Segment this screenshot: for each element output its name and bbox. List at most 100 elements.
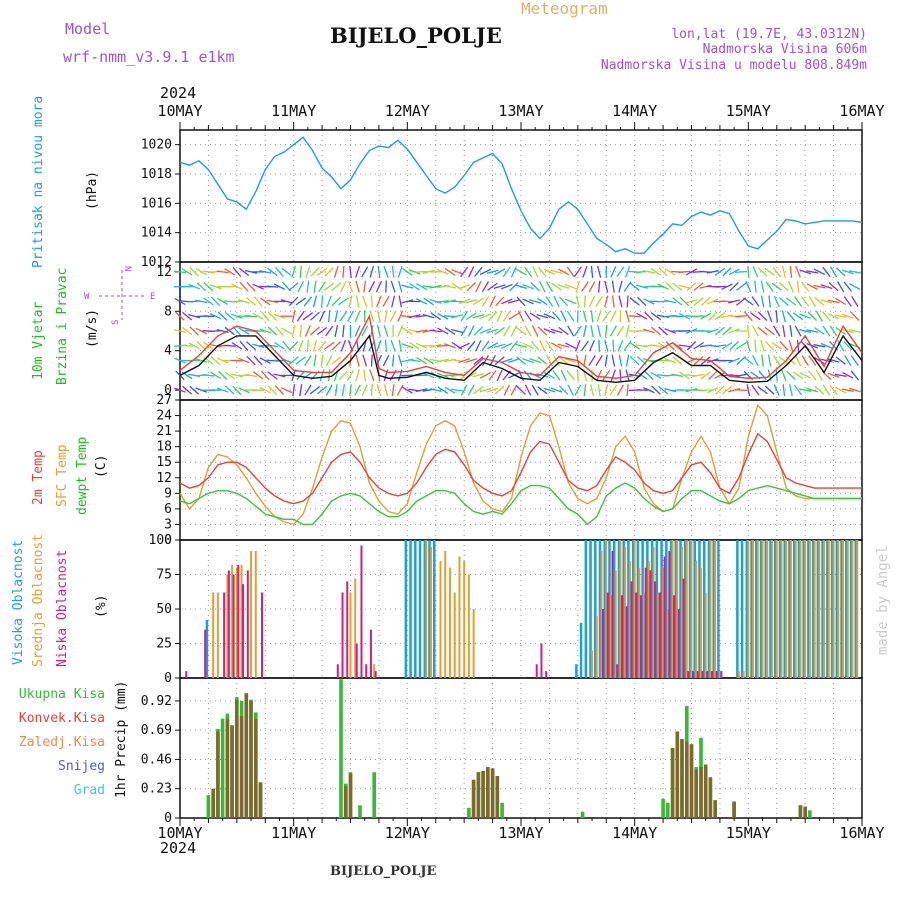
wind-arrow [813, 356, 825, 365]
wind-arrow [458, 342, 470, 349]
wind-arrow [693, 356, 704, 366]
wind-arrow [625, 369, 630, 382]
wind-arrow [799, 313, 812, 319]
wind-arrow [182, 385, 193, 395]
wind-arrow [757, 311, 768, 321]
wind-arrow [451, 388, 464, 392]
low-cloud-label: Niska Oblacnost [55, 550, 70, 667]
wind-arrow [267, 311, 278, 321]
wind-arrow [355, 295, 360, 308]
wind-arrow [624, 265, 631, 278]
wind-arrow [349, 265, 352, 278]
wind-arrow [217, 311, 228, 321]
wind-arrow [629, 297, 640, 306]
y-tick-label: 12 [156, 471, 172, 486]
wind-label-1: 10m Vjetar [31, 302, 46, 380]
wind-arrow [773, 325, 781, 337]
wind-arrow [522, 298, 534, 305]
wind-arrow [576, 369, 579, 382]
wind-arrow [543, 387, 556, 393]
wind-arrow [341, 384, 346, 397]
wind-arrow [685, 268, 698, 276]
wind-arrow [778, 356, 789, 365]
conv-precip-bar [490, 768, 495, 818]
wind-arrow [376, 339, 382, 352]
wind-arrow [778, 297, 789, 306]
wind-arrow [224, 371, 236, 380]
lonlat-text: lon,lat (19.7E, 43.0312N) [671, 27, 867, 42]
wind-arrow [834, 373, 847, 378]
wind-arrow [252, 312, 264, 320]
wind-arrow [354, 310, 361, 322]
wind-arrow [239, 281, 249, 292]
wind-arrow [515, 343, 527, 348]
wind-arrow [361, 384, 368, 396]
wind-arrow [708, 311, 718, 321]
wind-arrow [625, 324, 630, 338]
wind-arrow [202, 374, 215, 377]
wind-arrow [376, 295, 382, 308]
wind-arrow [664, 268, 676, 276]
wind-arrow [475, 340, 482, 352]
year-bottom: 2024 [160, 839, 196, 857]
conv-precip-bar [211, 788, 215, 818]
wind-arrow [503, 325, 511, 337]
wind-arrow [460, 310, 468, 322]
wind-arrow [465, 312, 477, 321]
wind-arrow [275, 326, 284, 336]
wind-arrow [267, 371, 278, 380]
wind-arrow [510, 384, 518, 396]
wind-arrow [325, 325, 334, 337]
wind-arrow [481, 281, 490, 293]
wind-arrow [231, 283, 243, 290]
wind-arrow [517, 310, 525, 322]
wind-arrow [543, 328, 556, 334]
year-top: 2024 [160, 84, 196, 102]
wind-arrow [583, 384, 587, 397]
wind-arrow [288, 282, 299, 291]
wind-arrow [493, 284, 506, 290]
wind-arrow [678, 284, 691, 289]
wind-arrow [466, 340, 476, 351]
x-tick-label-top: 11MAY [271, 102, 316, 120]
wind-arrow [524, 325, 532, 337]
wind-arrow [467, 384, 475, 396]
wind-arrow [397, 354, 403, 367]
y-tick-label: 0.46 [141, 752, 172, 767]
compass-icon: W E N S [84, 266, 155, 325]
y-tick-label: 0.23 [141, 782, 172, 797]
wind-arrow [635, 330, 648, 332]
wind-arrow [189, 385, 200, 395]
wind-arrow [465, 299, 478, 304]
wind-arrow [650, 312, 662, 321]
wind-arrow [820, 342, 833, 349]
wind-arrow [699, 330, 712, 332]
wind-arrow [370, 384, 373, 397]
compass-s: S [111, 320, 121, 325]
wind-arrow [494, 326, 505, 336]
wind-arrow [232, 266, 242, 277]
wind-arrow [772, 355, 781, 366]
wind-arrow [362, 295, 368, 308]
wind-arrow [665, 341, 675, 351]
y-tick-label: 8 [164, 304, 172, 319]
wind-arrow [643, 387, 655, 394]
altitude-text: Nadmorska Visina 606m [703, 42, 868, 57]
wind-arrow [760, 339, 766, 352]
wind-arrow [522, 342, 534, 349]
wind-arrow [728, 299, 741, 304]
wind-arrow [501, 298, 513, 305]
wind-arrow [760, 280, 765, 293]
wind-arrow [735, 389, 748, 392]
wind-arrow [595, 355, 603, 367]
wind-arrow [348, 295, 353, 308]
wind-arrow [273, 313, 286, 319]
wind-arrow [721, 385, 733, 395]
wind-arrow [437, 268, 449, 275]
wind-arrow [551, 282, 562, 291]
wind-arrow [510, 266, 517, 278]
conv-precip-bar [670, 748, 675, 818]
wind-arrow [230, 373, 243, 378]
wind-arrow [210, 356, 221, 366]
compass-e: E [150, 292, 155, 302]
